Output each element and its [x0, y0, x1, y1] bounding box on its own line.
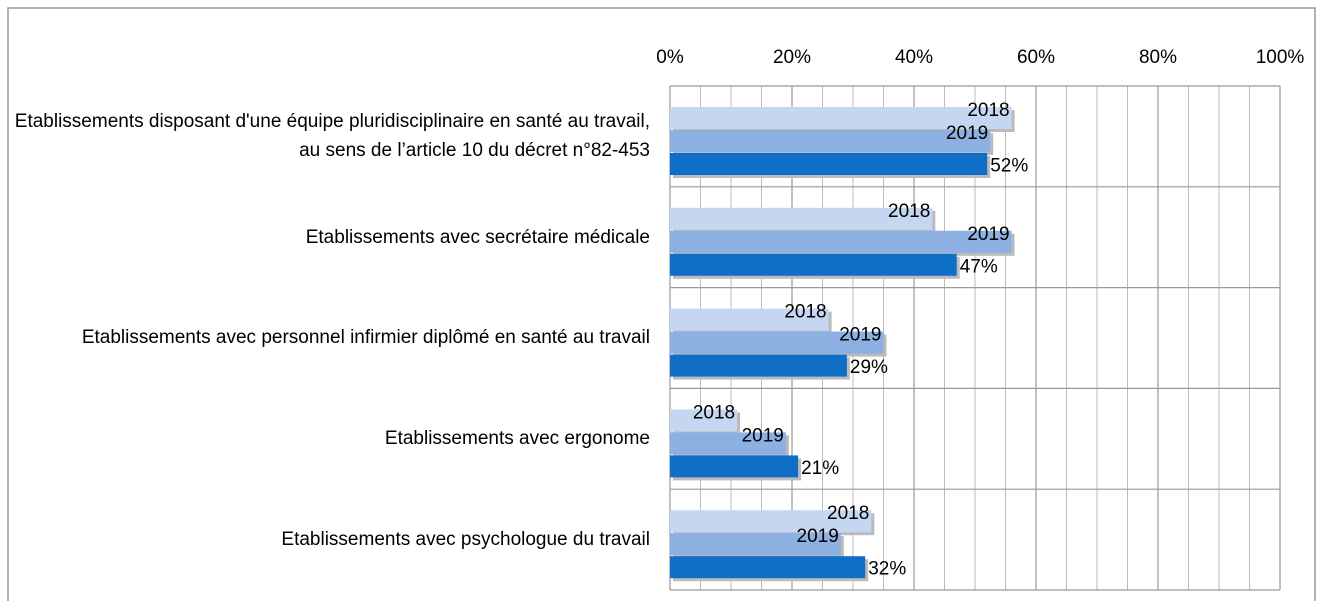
x-tick-label: 0%	[656, 47, 684, 68]
bar	[670, 308, 829, 331]
data-label: 2019	[797, 526, 839, 547]
bar	[670, 354, 847, 377]
bar	[670, 331, 884, 354]
category-label: Etablissements avec secrétaire médicale	[305, 226, 650, 248]
x-tick-label: 40%	[895, 47, 933, 68]
data-label: 52%	[990, 156, 1028, 177]
bar	[670, 533, 841, 556]
data-label: 21%	[801, 458, 839, 479]
x-tick-label: 80%	[1139, 47, 1177, 68]
x-tick-label: 60%	[1017, 47, 1055, 68]
bar	[670, 107, 1012, 129]
bar	[670, 153, 988, 175]
bar	[670, 455, 799, 478]
category-label: Etablissements avec personnel infirmier …	[81, 327, 650, 349]
bar	[670, 230, 1012, 253]
data-label: 29%	[850, 357, 888, 378]
data-label: 2019	[839, 325, 881, 346]
category-label: Etablissements avec psychologue du trava…	[281, 529, 650, 551]
bar	[670, 207, 933, 230]
data-label: 2018	[693, 402, 735, 423]
x-tick-label: 100%	[1256, 47, 1305, 68]
chart-frame	[7, 7, 1316, 601]
bar	[670, 253, 957, 276]
bar	[670, 556, 866, 579]
data-label: 2019	[946, 123, 988, 144]
bar	[670, 510, 872, 533]
data-label: 2019	[742, 425, 784, 446]
data-label: 2018	[967, 100, 1009, 121]
data-label: 2018	[827, 503, 869, 524]
data-label: 32%	[868, 559, 906, 580]
bar	[670, 409, 738, 432]
bar	[670, 432, 786, 455]
data-label: 2019	[967, 224, 1009, 245]
data-label: 2018	[888, 201, 930, 222]
category-label: Etablissements disposant d'une équipe pl…	[14, 111, 650, 162]
data-label: 47%	[960, 256, 998, 277]
data-label: 2018	[784, 302, 826, 323]
bar	[670, 130, 991, 152]
x-tick-label: 20%	[773, 47, 811, 68]
category-label: Etablissements avec ergonome	[384, 428, 650, 450]
